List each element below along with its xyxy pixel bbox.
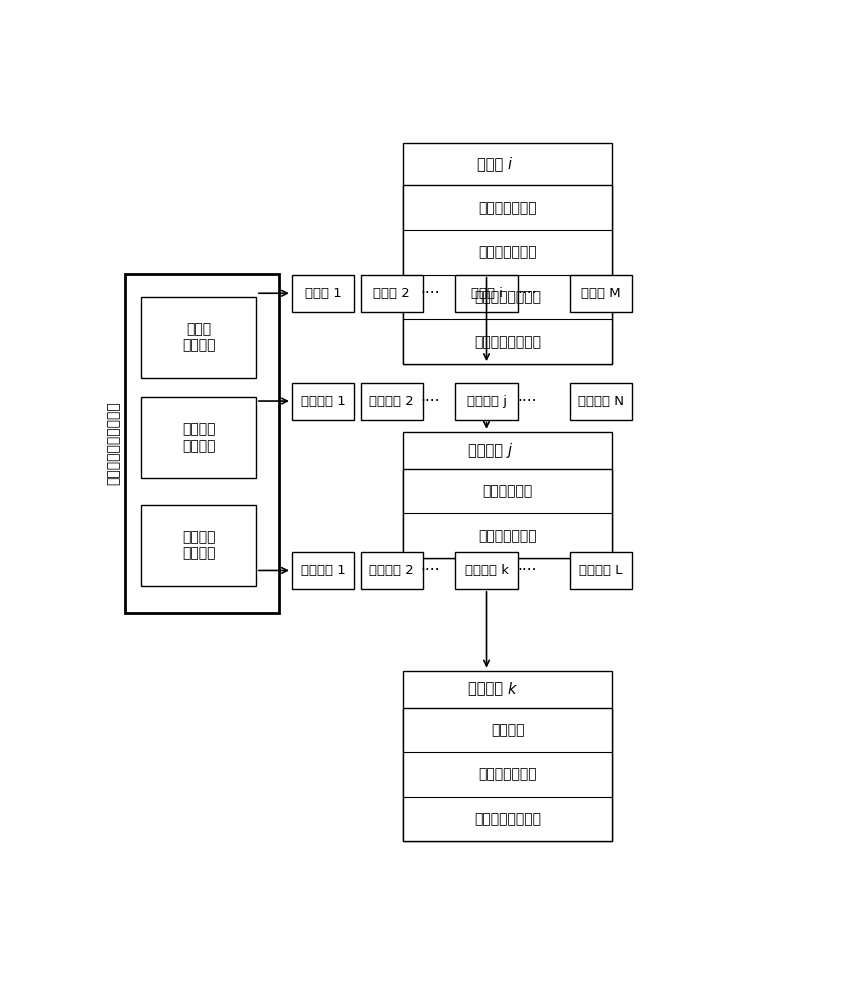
Text: ····: ···· xyxy=(421,394,441,409)
Text: 边结点 2: 边结点 2 xyxy=(373,287,410,300)
Text: 起始端点索引值: 起始端点索引值 xyxy=(479,201,537,215)
Text: 终止端点索引值: 终止端点索引值 xyxy=(479,245,537,259)
Bar xyxy=(403,432,613,558)
Bar xyxy=(403,708,613,841)
Text: 面片结点 j: 面片结点 j xyxy=(467,395,506,408)
Text: 面片结点 2: 面片结点 2 xyxy=(370,395,414,408)
Bar xyxy=(292,383,354,420)
Text: k: k xyxy=(508,682,517,697)
Bar xyxy=(142,505,256,586)
Text: 顶点坐标: 顶点坐标 xyxy=(491,723,524,737)
Text: 右邻接面片索引值: 右邻接面片索引值 xyxy=(474,335,541,349)
Text: 顶点引用边数组: 顶点引用边数组 xyxy=(479,768,537,782)
Bar xyxy=(570,552,632,589)
Text: 边结点
动态数组: 边结点 动态数组 xyxy=(182,322,215,353)
Text: 顶点结点: 顶点结点 xyxy=(468,682,508,697)
Text: 顶点结点 1: 顶点结点 1 xyxy=(300,564,345,577)
Text: 面片结点 N: 面片结点 N xyxy=(578,395,624,408)
Bar xyxy=(360,383,423,420)
Bar xyxy=(456,275,517,312)
Text: 边结点: 边结点 xyxy=(477,157,508,172)
Bar xyxy=(292,275,354,312)
Text: 顶点结点 2: 顶点结点 2 xyxy=(370,564,414,577)
Text: 顶点结点
动态数组: 顶点结点 动态数组 xyxy=(182,530,215,561)
Bar xyxy=(292,552,354,589)
Text: 三角网格模型数据结构: 三角网格模型数据结构 xyxy=(106,402,121,485)
Bar xyxy=(570,275,632,312)
Text: 左邻接面片索引值: 左邻接面片索引值 xyxy=(474,290,541,304)
Bar xyxy=(570,383,632,420)
Bar xyxy=(456,552,517,589)
Bar xyxy=(403,469,613,558)
Bar xyxy=(403,671,613,841)
Text: 边结点 M: 边结点 M xyxy=(582,287,621,300)
Bar xyxy=(125,274,279,613)
Text: ····: ···· xyxy=(421,286,441,301)
Bar xyxy=(360,275,423,312)
Text: 边索引值数组: 边索引值数组 xyxy=(483,484,533,498)
Text: 顶点结点 k: 顶点结点 k xyxy=(464,564,509,577)
Text: 顶点结点 L: 顶点结点 L xyxy=(579,564,623,577)
Bar xyxy=(403,185,613,364)
Bar xyxy=(142,397,256,478)
Text: 顶点索引值数组: 顶点索引值数组 xyxy=(479,529,537,543)
Text: 面片结点
动态数组: 面片结点 动态数组 xyxy=(182,423,215,453)
Text: j: j xyxy=(508,443,512,458)
Bar xyxy=(142,297,256,378)
Text: 面片结点: 面片结点 xyxy=(468,443,508,458)
Text: 面片结点 1: 面片结点 1 xyxy=(300,395,345,408)
Text: 边结点 1: 边结点 1 xyxy=(305,287,341,300)
Text: i: i xyxy=(508,157,512,172)
Text: 顶点引用面片数组: 顶点引用面片数组 xyxy=(474,812,541,826)
Text: ····: ···· xyxy=(421,563,441,578)
Text: ····: ···· xyxy=(517,394,537,409)
Bar xyxy=(403,143,613,364)
Text: ····: ···· xyxy=(517,286,537,301)
Text: ····: ···· xyxy=(517,563,537,578)
Bar xyxy=(456,383,517,420)
Bar xyxy=(360,552,423,589)
Text: 边结点 i: 边结点 i xyxy=(470,287,502,300)
